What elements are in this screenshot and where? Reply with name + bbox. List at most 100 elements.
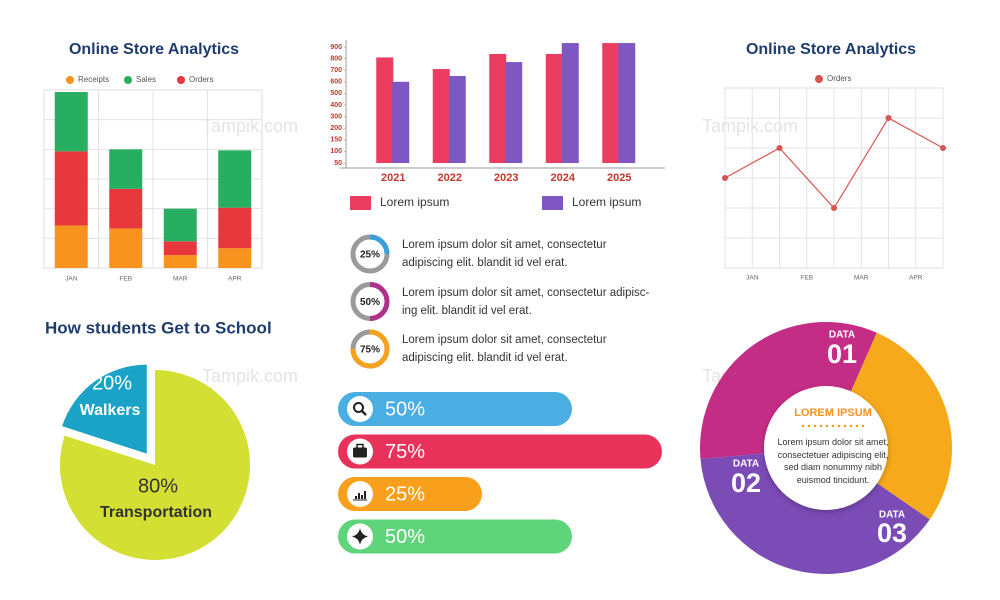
- point: [776, 145, 783, 151]
- y-tick-label: 150: [330, 137, 342, 144]
- ring-description: Lorem ipsum dolor sit amet, consectetur …: [402, 334, 607, 364]
- divider-dot: [813, 424, 817, 428]
- bar-segment: [109, 149, 143, 189]
- ring-label: 75%: [360, 345, 380, 356]
- x-tick-label: 2022: [438, 172, 462, 184]
- ring-description: Lorem ipsum dolor sit amet, consectetur …: [402, 239, 607, 269]
- legend-swatch: [177, 76, 185, 84]
- bar-segment: [218, 207, 252, 249]
- icon-badge: [347, 396, 373, 422]
- y-tick-label: 200: [330, 125, 342, 132]
- segment-number: 03: [877, 518, 907, 548]
- bar-segment: [54, 225, 88, 268]
- progress-label: 25%: [385, 483, 425, 505]
- chart-title: How students Get to School: [45, 318, 272, 337]
- watermark: Tampik.com: [202, 116, 298, 136]
- x-tick-label: JAN: [746, 275, 759, 282]
- ring-label: 50%: [360, 297, 380, 308]
- icon: [353, 447, 367, 458]
- bar-segment: [163, 241, 197, 256]
- divider-dot: [825, 424, 829, 428]
- x-tick-label: 2024: [551, 172, 576, 184]
- legend-label: Sales: [136, 75, 156, 84]
- bar: [448, 76, 466, 163]
- icon: [352, 528, 368, 545]
- icon: [356, 443, 364, 450]
- slice-label: Transportation: [100, 504, 212, 521]
- divider-dot: [849, 424, 853, 428]
- watermark: Tampik.com: [202, 366, 298, 386]
- progress-bar: [338, 434, 662, 469]
- icon: [361, 410, 367, 416]
- y-tick-label: 700: [330, 67, 342, 74]
- x-tick-label: 2025: [607, 172, 631, 184]
- slice-label: Walkers: [80, 402, 141, 419]
- ring-progress: [350, 329, 390, 369]
- watermark: Tampik.com: [702, 116, 798, 136]
- y-tick-label: 900: [330, 44, 342, 51]
- bar: [561, 43, 579, 163]
- bar: [489, 53, 507, 163]
- legend-swatch: [815, 75, 823, 83]
- progress-bar: [338, 392, 572, 426]
- center-text: Lorem ipsum dolor sit amet, consectetuer…: [777, 437, 889, 485]
- bar: [432, 69, 450, 163]
- bar: [376, 57, 394, 163]
- progress-label: 75%: [385, 441, 425, 463]
- x-tick-label: FEB: [119, 276, 132, 283]
- legend-swatch: [542, 196, 563, 210]
- y-tick-label: 50: [334, 160, 342, 167]
- x-tick-label: APR: [228, 276, 242, 283]
- segment-label: DATA: [829, 330, 855, 341]
- value-label: 80%: [138, 475, 178, 497]
- bar: [392, 81, 410, 163]
- divider-dot: [855, 424, 859, 428]
- icon: [358, 493, 360, 499]
- bar-segment: [218, 150, 252, 208]
- y-tick-label: 400: [330, 102, 342, 109]
- divider-dot: [837, 424, 841, 428]
- x-tick-label: MAR: [173, 276, 188, 283]
- divider-dot: [807, 424, 811, 428]
- x-tick-label: 2021: [381, 172, 405, 184]
- legend-label: Orders: [827, 74, 851, 83]
- point: [722, 175, 728, 181]
- y-tick-label: 100: [330, 148, 342, 155]
- x-tick-label: JAN: [65, 276, 78, 283]
- chart-title: Online Store Analytics: [69, 41, 239, 58]
- legend-label: Lorem ipsum: [572, 195, 641, 209]
- icon: [364, 491, 366, 499]
- divider-dot: [801, 424, 805, 428]
- progress-bar: [338, 519, 572, 554]
- ring-progress: [350, 234, 390, 274]
- bar-segment: [54, 151, 88, 226]
- donut-center: [764, 386, 888, 510]
- ring-label: 25%: [360, 250, 380, 261]
- bar: [602, 43, 620, 163]
- legend-swatch: [66, 76, 74, 84]
- point: [940, 145, 946, 151]
- legend-swatch: [350, 196, 371, 210]
- y-tick-label: 800: [330, 55, 342, 62]
- legend-label: Orders: [189, 75, 213, 84]
- center-title: LOREM IPSUM: [794, 407, 872, 419]
- icon: [361, 495, 363, 499]
- icon: [353, 402, 364, 413]
- y-tick-label: 300: [330, 113, 342, 120]
- segment-number: 01: [827, 339, 857, 369]
- bar: [618, 43, 636, 163]
- legend-swatch: [124, 76, 132, 84]
- divider-dot: [861, 424, 865, 428]
- y-tick-label: 600: [330, 79, 342, 86]
- bar-segment: [54, 91, 88, 152]
- bar: [545, 53, 563, 163]
- divider-dot: [831, 424, 835, 428]
- bar-segment: [109, 188, 143, 229]
- segment-label: DATA: [879, 510, 905, 521]
- legend-label: Lorem ipsum: [380, 195, 449, 209]
- x-tick-label: MAR: [854, 275, 869, 282]
- bar-segment: [218, 248, 252, 268]
- bar-segment: [163, 255, 197, 268]
